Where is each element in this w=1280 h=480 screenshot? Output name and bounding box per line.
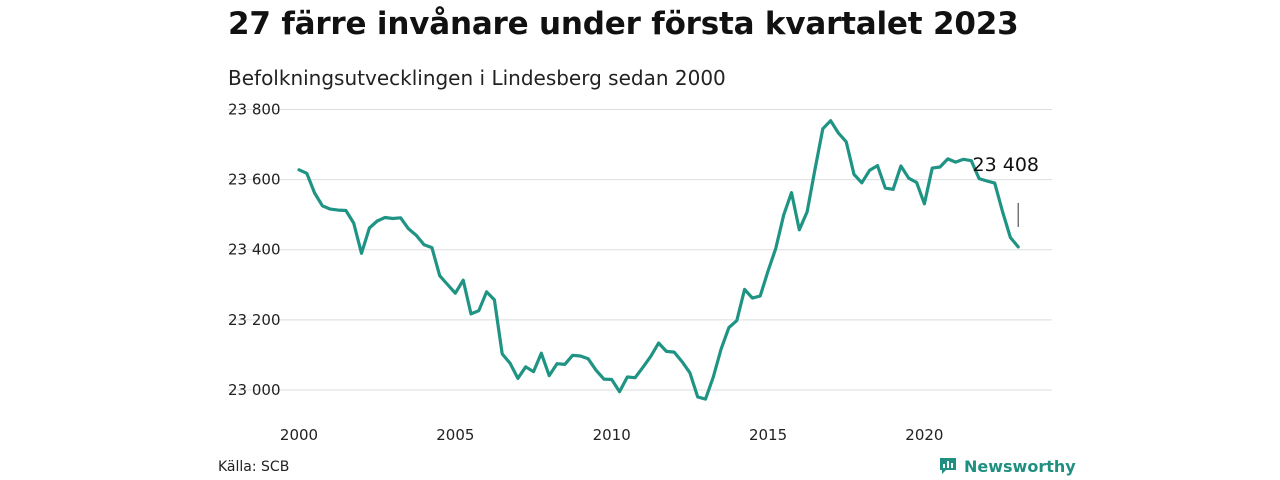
y-tick-label: 23 000 — [228, 381, 281, 399]
x-tick-label: 2015 — [749, 426, 787, 444]
brand-logo[interactable]: Newsworthy — [938, 456, 1076, 476]
y-tick-label: 23 200 — [228, 311, 281, 329]
source-note: Källa: SCB — [218, 459, 290, 475]
series-group — [297, 119, 1020, 401]
annotation-group: 23 408 — [973, 154, 1039, 227]
x-axis: 2000 2005 2010 2015 2020 — [280, 426, 944, 444]
x-tick-label: 2010 — [593, 426, 631, 444]
chart-title: 27 färre invånare under första kvartalet… — [228, 6, 1019, 42]
brand-name: Newsworthy — [964, 456, 1076, 476]
chart-subtitle: Befolkningsutvecklingen i Lindesberg sed… — [228, 66, 726, 90]
y-tick-label: 23 800 — [228, 101, 281, 119]
x-tick-label: 2005 — [436, 426, 474, 444]
x-tick-label: 2020 — [905, 426, 943, 444]
series-line-0 — [297, 119, 1020, 401]
newsworthy-logo-icon — [940, 458, 956, 474]
y-axis: 23 000 23 200 23 400 23 600 23 800 — [228, 101, 281, 399]
y-tick-label: 23 600 — [228, 171, 281, 189]
annotation-label: 23 408 — [973, 154, 1039, 176]
y-tick-label: 23 400 — [228, 241, 281, 259]
x-tick-label: 2000 — [280, 426, 318, 444]
grid-lines — [228, 109, 1052, 391]
